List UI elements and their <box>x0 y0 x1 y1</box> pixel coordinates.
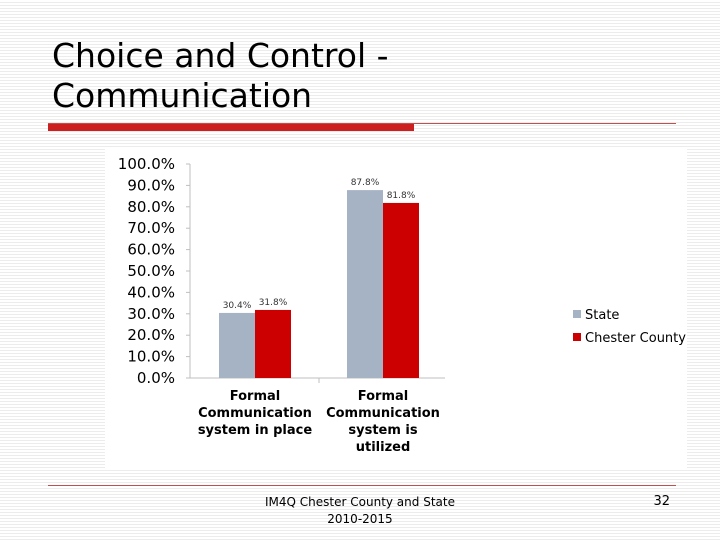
bar <box>219 312 255 378</box>
y-tick-label: 0.0% <box>137 369 175 387</box>
slide-footer: IM4Q Chester County and State 2010-2015 <box>265 495 455 526</box>
data-label: 30.4% <box>223 301 252 311</box>
legend-swatch <box>573 333 581 341</box>
y-tick-label: 50.0% <box>127 262 175 280</box>
title-divider <box>48 123 676 124</box>
category-label: Formal Communication system in place <box>198 389 313 438</box>
y-tick-label: 10.0% <box>127 348 175 366</box>
category-label: Formal Communication system is utilized <box>326 389 440 455</box>
bar-chart: 0.0% 10.0% 20.0% 30.0% 40.0% 50.0% 60.0% 70.0% 8… <box>118 155 686 455</box>
legend-label: State <box>585 308 619 323</box>
y-tick-label: 90.0% <box>127 176 175 194</box>
y-tick-label: 100.0% <box>118 155 175 173</box>
title-accent-bar <box>48 124 414 131</box>
y-tick-label: 20.0% <box>127 326 175 344</box>
y-tick-label: 40.0% <box>127 283 175 301</box>
footer-divider <box>48 485 676 486</box>
legend-label: Chester County <box>585 331 686 346</box>
bar <box>347 190 383 378</box>
y-tick-label: 80.0% <box>127 198 175 216</box>
y-tick-label: 70.0% <box>127 219 175 237</box>
y-tick-label: 30.0% <box>127 305 175 323</box>
bar <box>255 309 291 378</box>
data-label: 87.8% <box>351 178 380 188</box>
bar <box>383 202 419 378</box>
y-tick-label: 60.0% <box>127 241 175 259</box>
legend-swatch <box>573 310 581 318</box>
data-label: 31.8% <box>259 298 288 308</box>
chart-area: 0.0% 10.0% 20.0% 30.0% 40.0% 50.0% 60.0% 70.0% 8… <box>105 148 687 468</box>
slide-title: Choice and Control - Communication <box>52 36 389 115</box>
data-label: 81.8% <box>387 191 416 201</box>
page-number: 32 <box>653 494 670 509</box>
